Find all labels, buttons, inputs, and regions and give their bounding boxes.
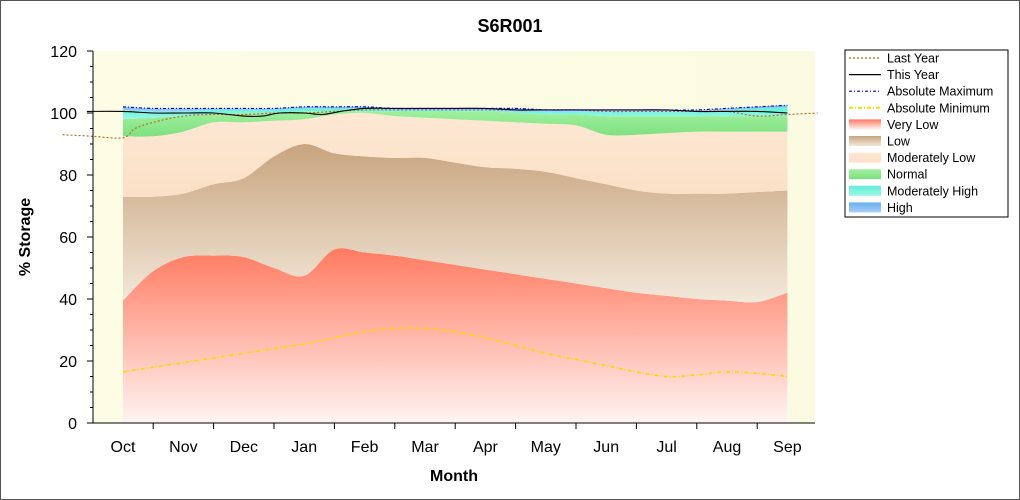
legend-label-absolute-minimum: Absolute Minimum	[887, 101, 990, 115]
legend-label-normal: Normal	[887, 168, 927, 182]
x-tick-label: Jul	[656, 439, 676, 456]
legend-label-moderately-low: Moderately Low	[887, 151, 976, 165]
x-tick-label: Jan	[291, 439, 317, 456]
band-low	[123, 143, 788, 303]
legend: Last Year This Year Absolute Maximum Absolu…	[844, 49, 1009, 218]
x-tick-label: Sep	[773, 439, 802, 456]
y-tick-label: 40	[59, 292, 77, 309]
axes: 0 20 40 60 80 100 120 Oct Nov Dec Jan Feb Mar Apr May J…	[50, 44, 815, 456]
band-moderately-low	[123, 112, 788, 197]
x-tick-label: Jun	[593, 439, 619, 456]
x-axis-label: Month	[430, 468, 478, 485]
legend-swatch-moderately-low	[849, 152, 881, 163]
x-tick-label: Mar	[411, 439, 439, 456]
legend-swatch-low	[849, 136, 881, 146]
x-tick-label: Apr	[473, 439, 499, 456]
x-tick-label: Feb	[351, 439, 379, 456]
y-tick-label: 120	[50, 44, 77, 61]
legend-label-last-year: Last Year	[887, 52, 939, 66]
legend-label-low: Low	[887, 135, 911, 149]
band-normal	[123, 111, 788, 137]
x-tick-label: Dec	[230, 439, 258, 456]
chart-title: S6R001	[477, 16, 542, 36]
y-tick-label: 60	[59, 230, 77, 247]
y-axis-label: % Storage	[17, 198, 34, 276]
legend-label-very-low: Very Low	[887, 118, 939, 132]
y-tick-label: 20	[59, 354, 77, 371]
series-lines	[62, 104, 818, 378]
line-absolute-minimum	[122, 327, 788, 378]
legend-label-moderately-high: Moderately High	[887, 184, 978, 198]
legend-label-this-year: This Year	[887, 68, 939, 82]
line-absolute-maximum	[122, 104, 788, 111]
x-tick-label: Aug	[713, 439, 741, 456]
x-tick-label: Nov	[169, 439, 197, 456]
legend-swatch-moderately-high	[849, 185, 881, 196]
y-tick-label: 80	[59, 168, 77, 185]
x-tick-label: Oct	[111, 439, 136, 456]
legend-swatch-very-low	[849, 119, 881, 130]
y-tick-label: 0	[68, 416, 77, 433]
legend-swatch-high	[849, 202, 881, 213]
x-tick-label: May	[531, 439, 561, 456]
legend-swatch-normal	[849, 169, 881, 180]
legend-label-absolute-maximum: Absolute Maximum	[887, 85, 993, 99]
y-tick-label: 100	[50, 106, 77, 123]
band-very-low	[123, 248, 788, 423]
legend-label-high: High	[887, 201, 913, 215]
band-moderately-high	[123, 106, 788, 120]
